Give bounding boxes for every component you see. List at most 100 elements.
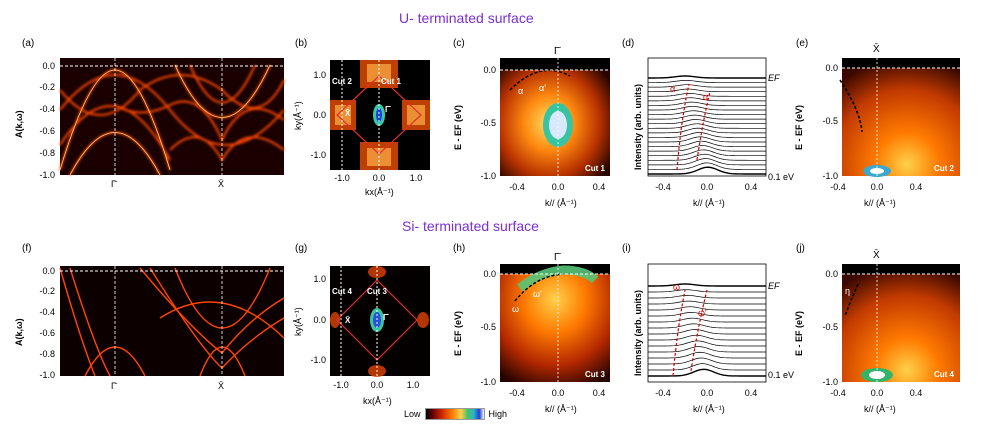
e-xtick: -0.4: [830, 182, 846, 192]
e-xlabel: k// (Å⁻¹): [864, 198, 896, 208]
edc-curve: [648, 368, 766, 377]
h-cut-label: Cut 3: [585, 370, 606, 379]
panel-label-c: (c): [453, 38, 465, 49]
edc-curve: [648, 158, 766, 166]
b-xlabel: kx(Å⁻¹): [365, 187, 394, 197]
band-omega-fit: [514, 273, 564, 302]
brillouin-zone: [336, 75, 422, 155]
edc-curve: [648, 295, 766, 299]
c-xtick: -0.4: [509, 182, 525, 192]
j-ytick: 0.0: [825, 269, 838, 279]
i-band-omega: ω: [673, 282, 680, 292]
d-band-alpha: α: [670, 84, 675, 94]
panel-label-i: (i): [622, 243, 631, 254]
e-xtick: 0.4: [910, 182, 923, 192]
e-ylabel: E - EF (eV): [794, 105, 804, 150]
panel-label-e: (e): [796, 38, 809, 49]
e-cut-label: Cut 2: [934, 164, 955, 173]
d-ylabel: Intensity (arb. units): [633, 84, 643, 170]
colorbar-low: Low: [404, 409, 421, 419]
i-xtick: 0.4: [745, 388, 758, 398]
f-ytick: -1.0: [39, 370, 55, 380]
g-gbar-label: Γ̄: [383, 313, 390, 322]
f-ytick: 0.0: [42, 266, 55, 276]
f-xtick-x: X̄: [218, 381, 224, 391]
j-band-eta: η: [845, 286, 850, 296]
brillouin-zone: [336, 279, 418, 361]
b-xtick: 1.0: [410, 173, 423, 183]
d-xtick: 0.0: [701, 182, 714, 192]
d-xlabel: k// (Å⁻¹): [693, 198, 725, 208]
edc-curve: [648, 114, 766, 120]
g-cut4-label: Cut 4: [332, 287, 353, 296]
g-ytick: 0.0: [313, 315, 326, 325]
edc-curve: [648, 346, 766, 353]
edc-curve: [648, 79, 766, 83]
f-ytick: -0.4: [39, 307, 55, 317]
g-xtick: -1.0: [333, 380, 349, 390]
j-xlabel: k// (Å⁻¹): [864, 404, 896, 414]
b-ytick: -1.0: [310, 150, 326, 160]
g-cut3-label: Cut 3: [367, 287, 388, 296]
h-band-omega-prime: ω': [533, 289, 542, 299]
d-xtick: -0.4: [655, 182, 671, 192]
panel-i-edc-stack: ω ω' EF 0.1 eV -0.4 0.0 0.4 k// (Å⁻¹) In…: [615, 246, 795, 426]
edc-curve: [648, 149, 766, 157]
c-xlabel: k// (Å⁻¹): [545, 198, 577, 208]
g-xbar-label: X̄: [345, 316, 351, 325]
band-plot-bg: [60, 266, 284, 376]
f-ytick: -0.8: [39, 349, 55, 359]
h-ytick: 0.0: [483, 269, 496, 279]
i-ef-label: EF: [768, 281, 780, 291]
edc-curve: [648, 140, 766, 147]
a-ytick: -0.8: [39, 148, 55, 158]
panel-c-arpes-gamma: Γ̄ α α' Cut 1 0.0 -0.5 -1.0 -0.4 0.0 0.4…: [445, 40, 615, 220]
j-ytick: -0.5: [822, 322, 838, 332]
edc-curve: [648, 351, 766, 359]
a-xtick-x: X̄: [218, 179, 224, 189]
e-band-eta: η: [837, 88, 842, 98]
edc-curve: [648, 75, 766, 79]
panel-b-fermi-surface: Cut 2 Cut 1 X̄ Γ̄ 1.0 0.0 -1.0 -1.0 0.0 …: [293, 50, 445, 210]
colorbar-gradient: [424, 408, 485, 420]
g-xlabel: kx(Å⁻¹): [363, 396, 392, 406]
c-ytick: 0.0: [483, 65, 496, 75]
g-ylabel: ky(Å⁻¹): [293, 307, 303, 336]
d-bottom-label: 0.1 eV: [768, 172, 794, 182]
h-ytick: -1.0: [480, 377, 496, 387]
fermi-pockets: [330, 266, 429, 377]
edc-curve: [648, 110, 766, 115]
b-xtick: -1.0: [334, 173, 350, 183]
panel-a-band-structure: 0.0 -0.2 -0.4 -0.6 -0.8 -1.0 A(k,ω) Γ̄ X…: [0, 50, 290, 190]
band-eta-fit: [839, 79, 863, 133]
b-ytick: 1.0: [313, 70, 326, 80]
j-ylabel: E - EF (eV): [794, 311, 804, 356]
edc-curve: [648, 127, 766, 134]
h-band-omega: ω: [512, 304, 519, 314]
edc-curve: [648, 153, 766, 161]
panel-g-fermi-surface: Cut 4 Cut 3 X̄ Γ̄ 1.0 0.0 -1.0 -1.0 0.0 …: [293, 258, 445, 418]
edc-curves: [648, 283, 766, 377]
e-ytick: -0.5: [822, 116, 838, 126]
edc-curve: [648, 300, 766, 305]
d-band-alpha-prime: α': [703, 92, 710, 102]
g-xtick: 1.0: [407, 380, 420, 390]
b-ytick: 0.0: [313, 110, 326, 120]
edc-omega-prime-marker: [690, 289, 708, 372]
edc-curve: [648, 312, 766, 317]
edc-curve: [648, 123, 766, 129]
g-ytick: 1.0: [313, 274, 326, 284]
si-surface-title: Si- terminated surface: [402, 218, 539, 234]
d-ef-label: EF: [768, 73, 780, 83]
j-title-x: X̄: [873, 248, 880, 261]
c-ytick: -1.0: [480, 171, 496, 181]
edc-curve: [648, 334, 766, 341]
f-ylabel: A(k,ω): [14, 318, 24, 346]
h-xtick: -0.4: [509, 388, 525, 398]
h-xlabel: k// (Å⁻¹): [545, 404, 577, 414]
panel-label-f: (f): [22, 243, 32, 254]
c-xtick: 0.0: [552, 182, 565, 192]
edc-frame: [647, 263, 767, 383]
arpes-image: [842, 264, 960, 382]
panel-label-a: (a): [22, 38, 35, 49]
